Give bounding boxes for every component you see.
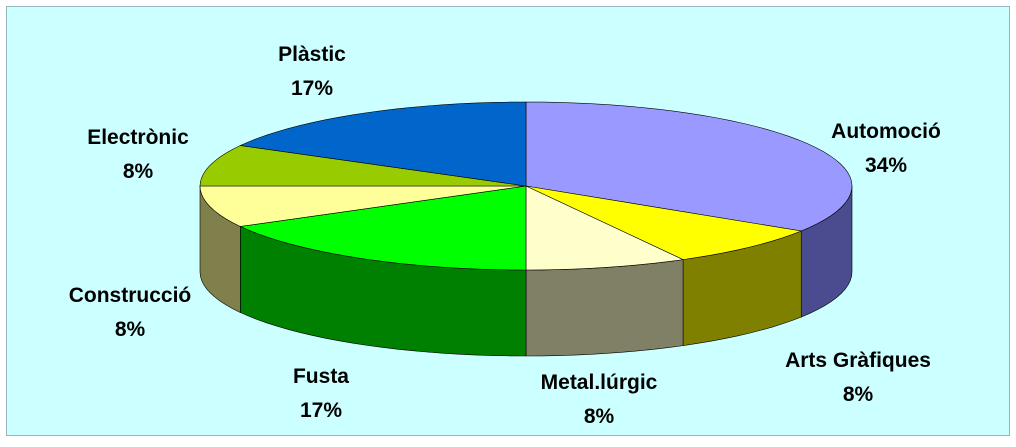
data-label-percent: 8% (122, 160, 154, 183)
data-label-category: Automoció (831, 120, 941, 143)
slice-5 (199, 145, 527, 187)
data-label-percent: 17% (290, 77, 334, 100)
slice-6 (239, 101, 527, 187)
data-label-percent: 8% (583, 405, 615, 428)
slice-3 (239, 185, 527, 271)
data-label-category: Construcció (68, 284, 192, 307)
data-label-category: Electrònic (87, 126, 189, 149)
data-label-percent: 34% (864, 154, 908, 177)
data-label-category: Arts Gràfiques (785, 349, 931, 372)
data-label-category: Plàstic (278, 43, 346, 66)
data-label-category: Metal.lúrgic (540, 371, 658, 394)
data-label-percent: 17% (299, 399, 343, 422)
data-label-0: Automoció 34% (776, 115, 996, 183)
slice-2 (525, 185, 685, 271)
data-label-percent: 8% (842, 383, 874, 406)
data-label-1: Arts Gràfiques 8% (748, 344, 968, 412)
data-label-4: Construcció 8% (20, 279, 240, 347)
data-label-5: Electrònic 8% (28, 121, 248, 189)
data-label-2: Metal.lúrgic 8% (489, 366, 709, 434)
slice-1 (525, 185, 803, 260)
slice-side-2 (525, 259, 684, 357)
data-label-3: Fusta 17% (211, 360, 431, 428)
data-label-percent: 8% (114, 318, 146, 341)
data-label-category: Fusta (292, 365, 349, 388)
slice-4 (199, 185, 527, 227)
slice-0 (525, 101, 853, 232)
data-label-6: Plàstic 17% (202, 38, 422, 106)
